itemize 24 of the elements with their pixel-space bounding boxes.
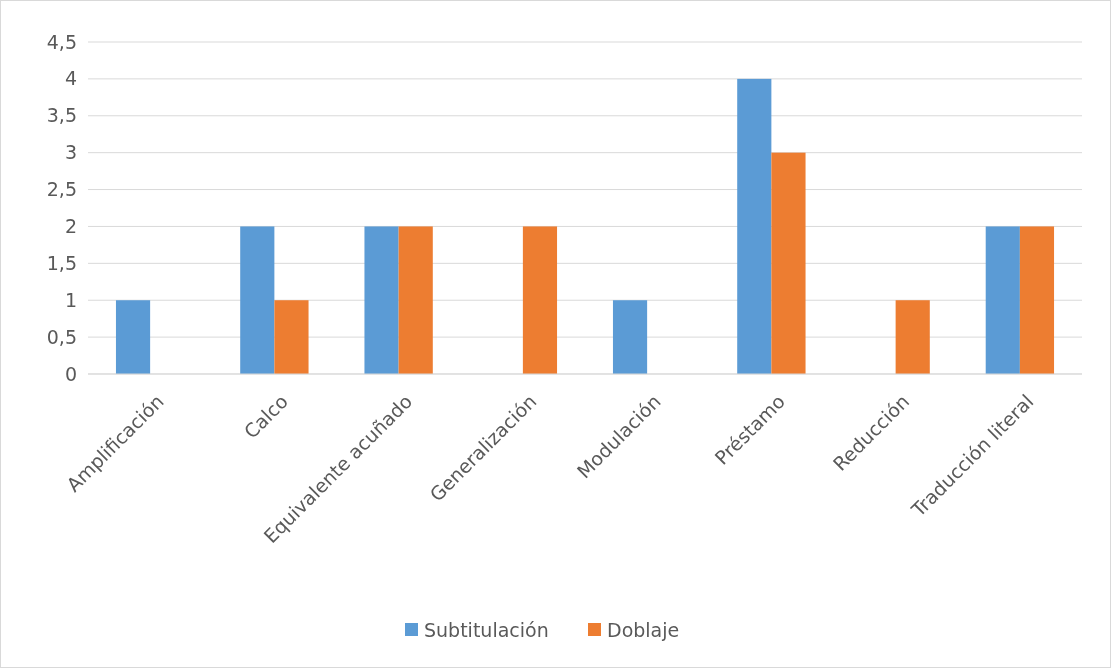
bar bbox=[985, 226, 1020, 374]
y-tick-label: 4 bbox=[64, 67, 77, 90]
y-tick-label: 3,5 bbox=[46, 104, 77, 127]
bar bbox=[398, 226, 433, 374]
y-tick-label: 1 bbox=[64, 288, 77, 311]
bar bbox=[1019, 226, 1055, 374]
legend-label: Doblaje bbox=[607, 618, 680, 641]
bar bbox=[771, 152, 806, 374]
y-tick-label: 4,5 bbox=[46, 30, 77, 53]
y-tick-label: 2 bbox=[64, 215, 77, 238]
bar bbox=[364, 226, 399, 374]
bar bbox=[895, 300, 930, 374]
y-tick-label: 2,5 bbox=[46, 178, 77, 201]
y-tick-label: 3 bbox=[64, 141, 77, 164]
bar bbox=[240, 226, 275, 374]
bar bbox=[737, 78, 772, 374]
bar bbox=[612, 300, 648, 374]
y-tick-label: 1,5 bbox=[46, 251, 77, 274]
bar bbox=[115, 300, 151, 374]
bar bbox=[274, 300, 309, 374]
y-tick-label: 0,5 bbox=[46, 325, 77, 348]
legend-label: Subtitulación bbox=[424, 618, 549, 641]
y-tick-label: 0 bbox=[64, 362, 77, 385]
bar bbox=[522, 226, 558, 374]
